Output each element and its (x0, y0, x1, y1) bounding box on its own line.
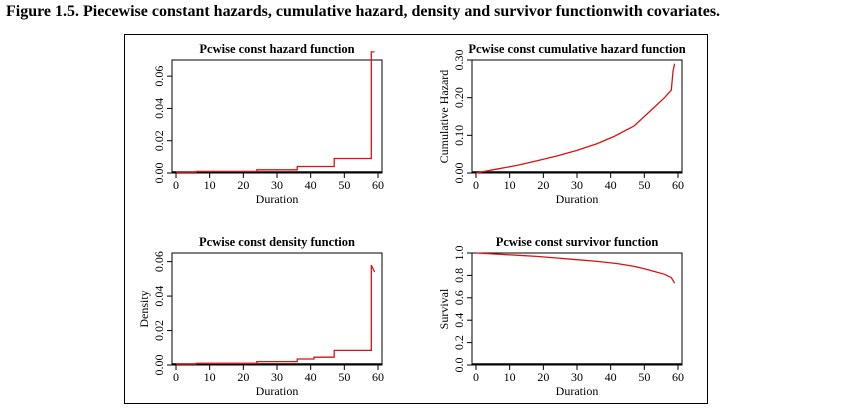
plot-frame (471, 59, 683, 174)
y-tick-label: 0.4 (452, 313, 466, 328)
x-axis-label: Duration (556, 192, 599, 206)
plot-frame (171, 59, 383, 174)
chart-title: Pcwise const hazard function (199, 42, 354, 56)
series-line (475, 252, 676, 284)
chart-title: Pcwise const survivor function (496, 235, 659, 249)
figure-frame: Pcwise const hazard function 0 10 20 30 40 50 6… (124, 34, 708, 404)
x-tick-label: 0 (473, 178, 479, 192)
plot-frame (171, 252, 383, 366)
y-tick-label: 0.04 (152, 286, 166, 307)
x-tick-label: 50 (338, 178, 350, 192)
series-line (176, 51, 375, 173)
x-tick-label: 10 (204, 178, 216, 192)
x-tick-label: 40 (305, 370, 317, 384)
y-axis-label: Cumulative Hazard (437, 70, 451, 164)
x-tick-label: 0 (173, 370, 179, 384)
x-tick-label: 10 (504, 178, 516, 192)
y-axis-label: Survival (437, 288, 451, 329)
x-tick-label: 40 (605, 370, 617, 384)
chart-panel-1: Pcwise const hazard function 0 10 20 30 40 50 6… (152, 42, 384, 206)
x-tick-label: 20 (537, 178, 549, 192)
y-tick-label: 0.02 (152, 320, 166, 341)
y-tick-label: 0.04 (152, 98, 166, 119)
y-tick-label: 0.30 (452, 50, 466, 71)
y-tick-label: 0.0 (452, 358, 466, 373)
y-tick-label: 0.00 (452, 163, 466, 184)
y-axis-label: Density (137, 290, 151, 327)
x-tick-label: 50 (338, 370, 350, 384)
x-tick-label: 10 (204, 370, 216, 384)
chart-title: Pcwise const cumulative hazard function (468, 42, 685, 56)
y-tick-label: 0.00 (152, 163, 166, 184)
x-tick-label: 50 (638, 370, 650, 384)
x-tick-label: 60 (672, 178, 684, 192)
x-tick-label: 50 (638, 178, 650, 192)
y-tick-label: 0.2 (452, 335, 466, 350)
chart-panel-2: Pcwise const cumulative hazard function0… (437, 42, 686, 206)
x-tick-label: 30 (271, 178, 283, 192)
series-line (475, 63, 676, 174)
y-tick-label: 0.20 (452, 87, 466, 108)
x-tick-label: 30 (571, 178, 583, 192)
x-tick-label: 40 (605, 178, 617, 192)
y-tick-label: 0.8 (452, 268, 466, 283)
series-line (176, 264, 376, 365)
x-tick-label: 60 (672, 370, 684, 384)
x-tick-label: 0 (473, 370, 479, 384)
y-tick-label: 0.02 (152, 130, 166, 151)
y-tick-label: 0.10 (452, 125, 466, 146)
x-tick-label: 60 (372, 178, 384, 192)
y-tick-label: 0.6 (452, 290, 466, 305)
y-tick-label: 0.00 (152, 355, 166, 376)
y-tick-label: 0.06 (152, 251, 166, 272)
y-tick-label: 1.0 (452, 246, 466, 261)
x-tick-label: 20 (237, 370, 249, 384)
x-axis-label: Duration (256, 192, 299, 206)
y-tick-label: 0.06 (152, 66, 166, 87)
x-tick-label: 20 (537, 370, 549, 384)
x-axis-label: Duration (556, 384, 599, 398)
x-tick-label: 20 (237, 178, 249, 192)
chart-panel-4: Pcwise const survivor function 0 10 20 30 40 5… (437, 235, 684, 398)
x-tick-label: 30 (571, 370, 583, 384)
x-tick-label: 10 (504, 370, 516, 384)
chart-panel-3: Pcwise const density function 0 10 20 30 40 50… (137, 235, 384, 398)
x-tick-label: 60 (372, 370, 384, 384)
x-tick-label: 40 (305, 178, 317, 192)
figure-caption: Figure 1.5. Piecewise constant hazards, … (6, 3, 721, 20)
x-tick-label: 30 (271, 370, 283, 384)
figure-canvas: Pcwise const hazard function 0 10 20 30 40 50 6… (137, 42, 686, 398)
x-axis-label: Duration (256, 384, 299, 398)
x-tick-label: 0 (173, 178, 179, 192)
chart-title: Pcwise const density function (199, 235, 355, 249)
